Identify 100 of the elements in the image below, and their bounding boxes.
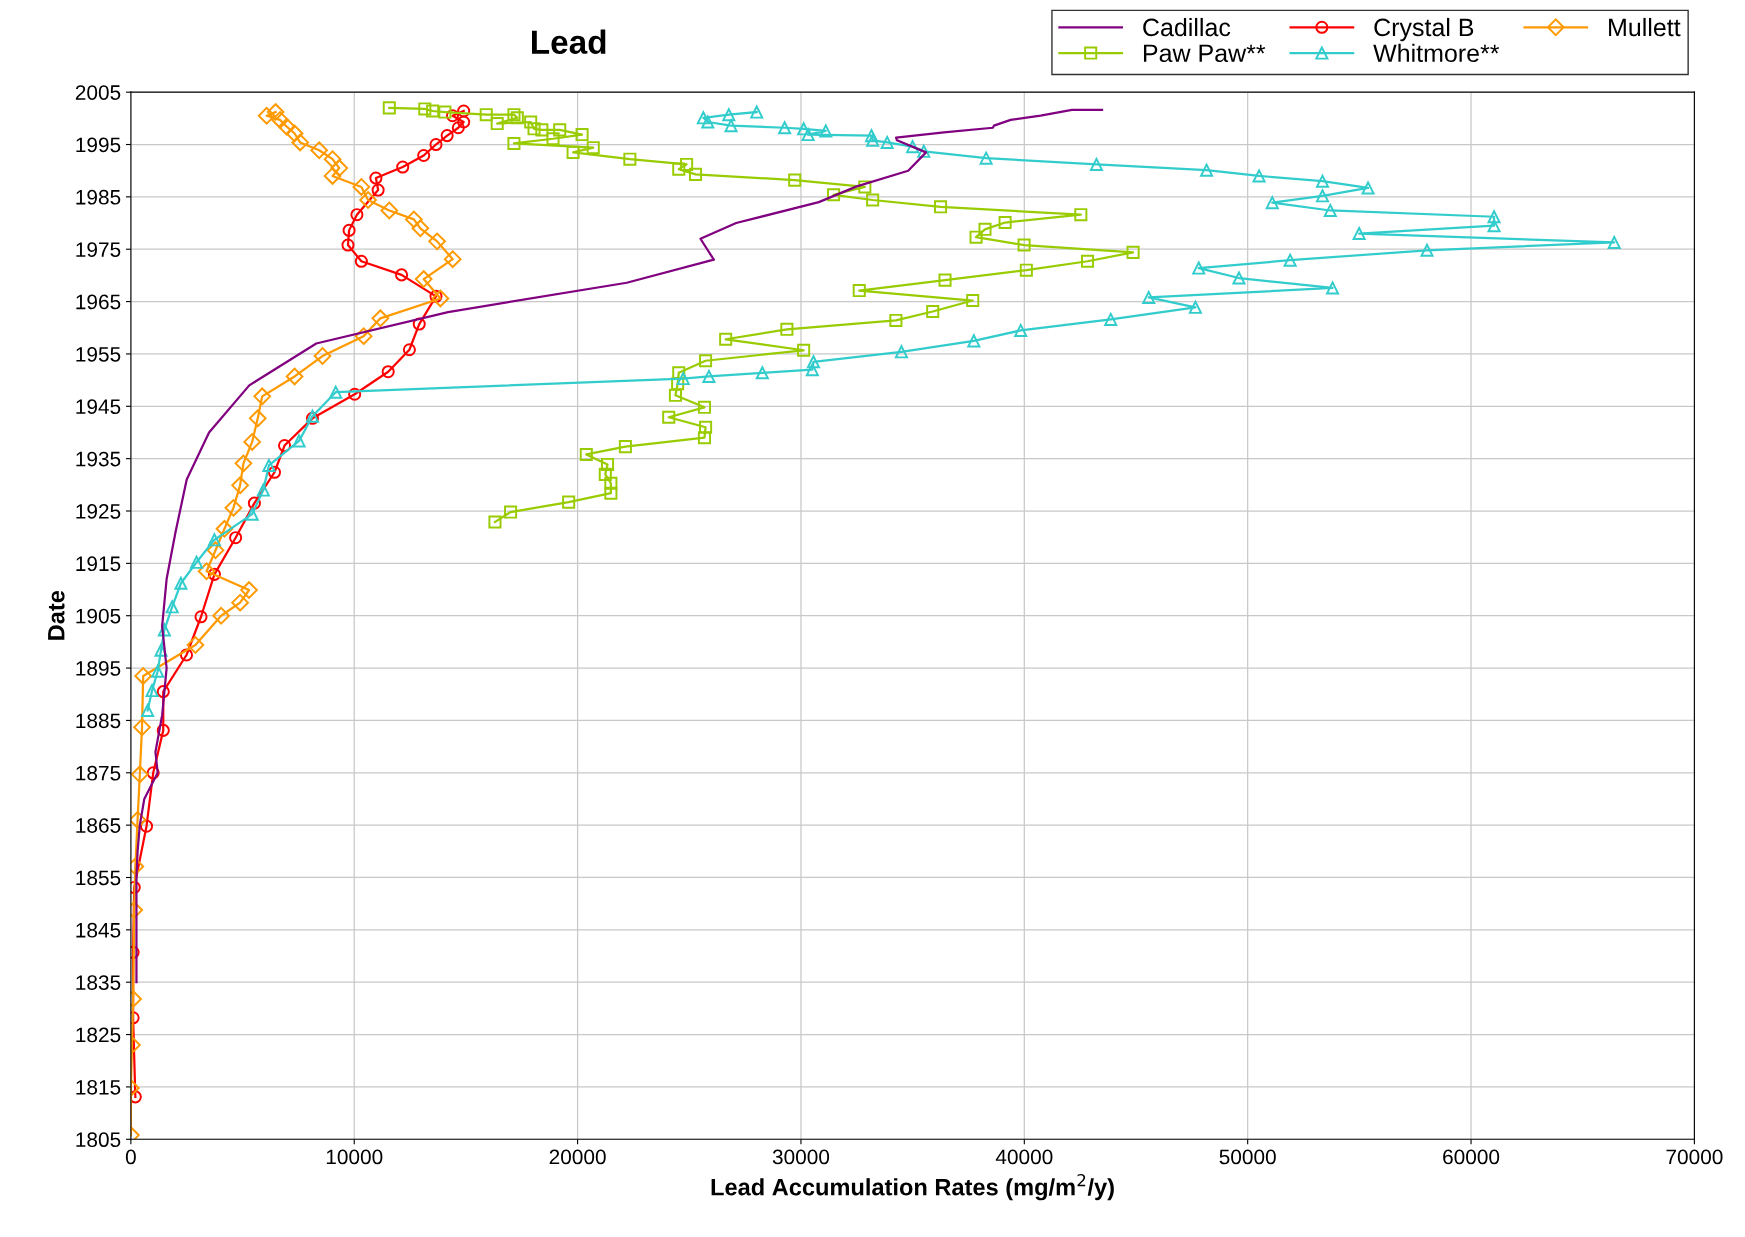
point — [234, 454, 253, 473]
point — [207, 533, 221, 547]
point — [414, 270, 433, 288]
point — [445, 109, 460, 123]
point — [451, 121, 465, 135]
point — [1487, 219, 1501, 233]
point — [207, 567, 221, 581]
point — [1326, 281, 1340, 295]
point — [262, 458, 276, 472]
point — [417, 148, 431, 163]
y-tick-label: 1885 — [76, 713, 121, 729]
point — [428, 232, 446, 251]
point — [165, 600, 179, 614]
point — [1089, 157, 1103, 171]
point — [865, 129, 879, 143]
legend-label: Mullett — [1609, 17, 1681, 37]
point — [429, 137, 443, 152]
point — [457, 115, 471, 129]
point — [852, 284, 866, 298]
point — [1104, 312, 1118, 326]
y-tick-label: 1905 — [76, 608, 121, 624]
y-tick-label: 1835 — [76, 975, 121, 990]
point — [778, 121, 792, 135]
point — [342, 223, 356, 237]
point — [457, 104, 471, 118]
point — [906, 140, 920, 154]
point — [186, 636, 205, 654]
point — [668, 388, 682, 402]
point — [1315, 189, 1330, 203]
point — [156, 723, 170, 737]
point — [402, 343, 416, 357]
y-tick-label: 1925 — [76, 504, 121, 519]
point — [926, 305, 940, 319]
point — [488, 515, 502, 529]
point — [938, 273, 952, 287]
point — [1019, 263, 1033, 277]
point — [1017, 238, 1031, 252]
point — [130, 765, 149, 784]
point — [689, 167, 703, 181]
point — [479, 108, 493, 122]
point — [139, 819, 154, 833]
point — [1352, 226, 1366, 241]
point — [604, 476, 618, 490]
point — [206, 541, 225, 560]
point — [431, 289, 450, 308]
point — [291, 133, 310, 152]
point — [722, 108, 736, 122]
point — [672, 162, 686, 176]
y-tick-label: 1855 — [76, 870, 121, 886]
point — [277, 117, 296, 136]
y-tick-label: 1985 — [76, 189, 121, 205]
point — [267, 465, 282, 479]
point — [323, 150, 342, 168]
point — [190, 555, 204, 569]
point — [894, 345, 908, 359]
point — [1283, 253, 1297, 267]
point — [382, 101, 396, 115]
y-tick-label: 2005 — [75, 85, 121, 100]
point — [257, 106, 276, 125]
point — [1074, 208, 1088, 222]
point — [801, 128, 815, 142]
point — [405, 210, 423, 229]
point — [245, 507, 259, 521]
point — [266, 103, 285, 121]
point — [566, 145, 580, 159]
point — [156, 685, 170, 699]
y-tick-label: 1975 — [76, 242, 121, 257]
point — [145, 684, 159, 698]
point — [352, 178, 371, 196]
point — [1361, 181, 1375, 195]
point — [680, 157, 694, 171]
point — [546, 132, 560, 146]
y-tick-label: 1895 — [76, 661, 121, 676]
point — [348, 387, 362, 401]
y-tick-label: 1815 — [76, 1079, 121, 1095]
y-tick-label: 1865 — [76, 818, 121, 833]
point — [750, 105, 764, 119]
y-tick-label: 1965 — [76, 294, 121, 310]
point — [866, 133, 880, 147]
point — [1188, 300, 1202, 314]
point — [527, 122, 541, 136]
point — [174, 576, 188, 590]
point — [806, 355, 820, 369]
point — [979, 151, 993, 165]
point — [866, 193, 880, 207]
point — [350, 208, 364, 222]
point — [575, 128, 589, 142]
point — [699, 354, 713, 368]
point — [579, 447, 593, 461]
point — [179, 648, 194, 662]
point — [562, 495, 576, 509]
point — [371, 183, 385, 197]
point — [701, 115, 715, 129]
point — [354, 327, 373, 345]
point — [490, 117, 504, 131]
point — [231, 476, 249, 495]
point — [697, 431, 711, 445]
point — [880, 135, 894, 149]
point — [412, 317, 426, 331]
x-tick-label: 60000 — [1443, 1149, 1500, 1165]
